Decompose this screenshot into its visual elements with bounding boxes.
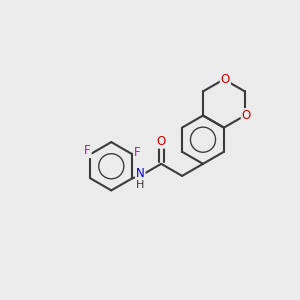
Text: F: F	[134, 146, 141, 159]
Text: O: O	[157, 135, 166, 148]
Text: O: O	[242, 109, 251, 122]
Text: O: O	[221, 73, 230, 86]
Text: H: H	[136, 180, 145, 190]
Text: F: F	[84, 144, 91, 157]
Text: N: N	[136, 167, 145, 180]
